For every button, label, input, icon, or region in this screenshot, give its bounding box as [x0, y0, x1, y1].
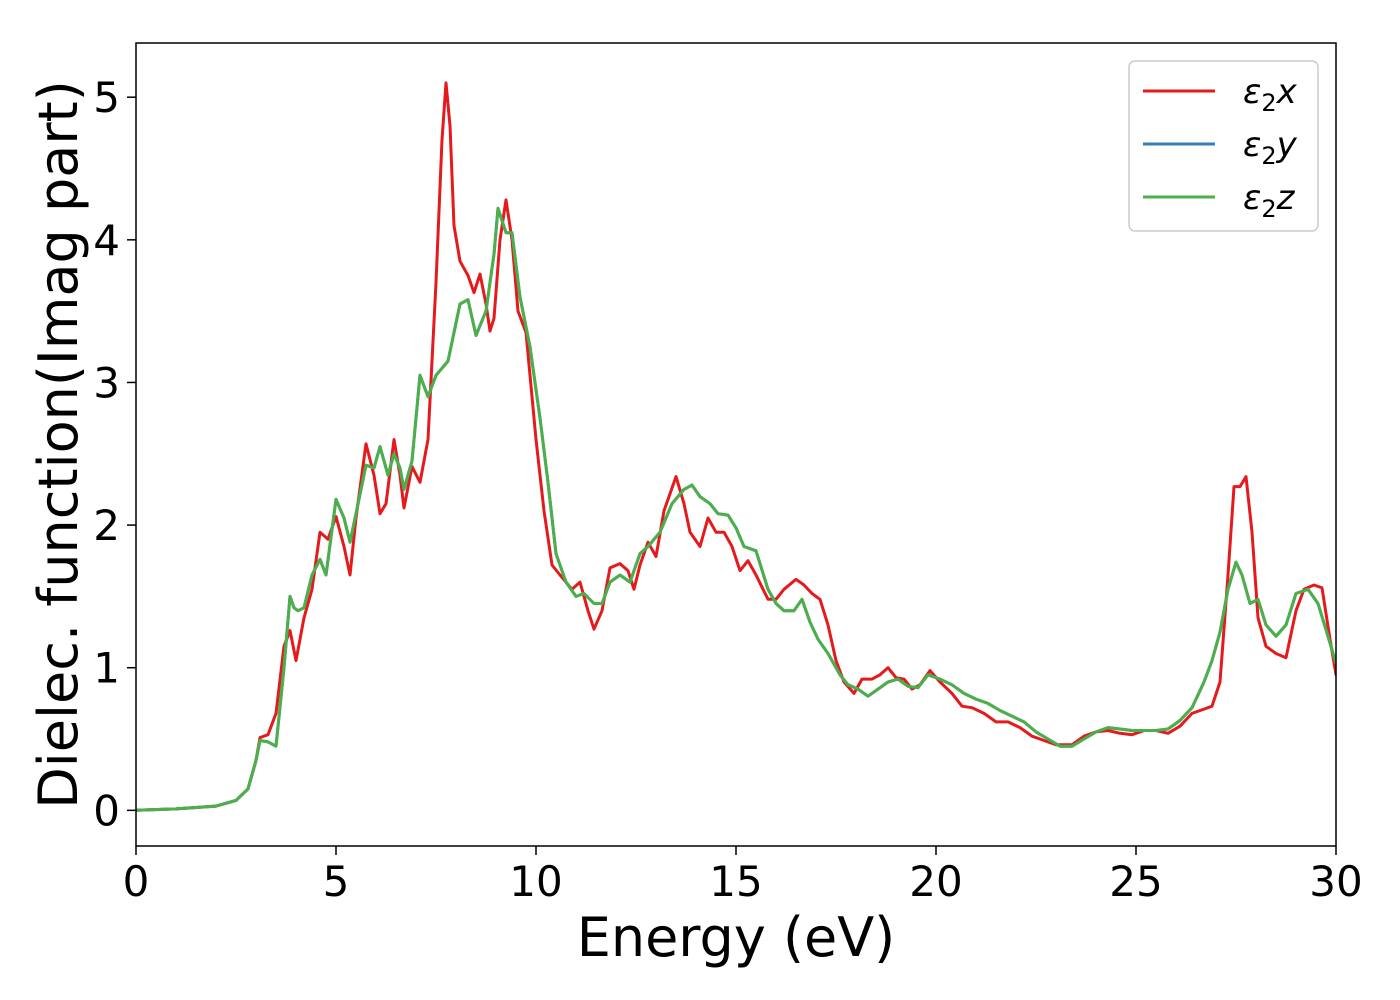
x-tick-label: 15 — [709, 857, 762, 906]
series-line-z — [136, 206, 1336, 812]
y-tick-label: 2 — [93, 501, 120, 550]
ticks-layer: 0 5 10 15 20 25 30 0 1 2 3 4 5 — [93, 73, 1362, 906]
legend-entry-y: ε2y — [1243, 125, 1298, 170]
legend: ε2x ε2y ε2z — [1128, 60, 1319, 232]
y-tick-label: 1 — [93, 644, 120, 693]
y-axis-label: Dielec. function(Imag part) — [27, 80, 90, 809]
x-tick-label: 5 — [323, 857, 350, 906]
legend-box — [1128, 60, 1319, 232]
y-tick-label: 0 — [93, 786, 120, 835]
series-layer — [136, 81, 1336, 812]
x-tick-label: 30 — [1309, 857, 1362, 906]
y-tick-label: 3 — [93, 358, 120, 407]
x-axis-label: Energy (eV) — [577, 906, 896, 969]
legend-entry-x: ε2x — [1243, 72, 1298, 117]
x-tick-label: 20 — [909, 857, 962, 906]
x-tick-label: 0 — [123, 857, 150, 906]
x-tick-label: 10 — [509, 857, 562, 906]
y-tick-label: 4 — [93, 216, 120, 265]
y-tick-label: 5 — [93, 73, 120, 122]
x-tick-label: 25 — [1109, 857, 1162, 906]
legend-entry-z: ε2z — [1243, 178, 1296, 223]
